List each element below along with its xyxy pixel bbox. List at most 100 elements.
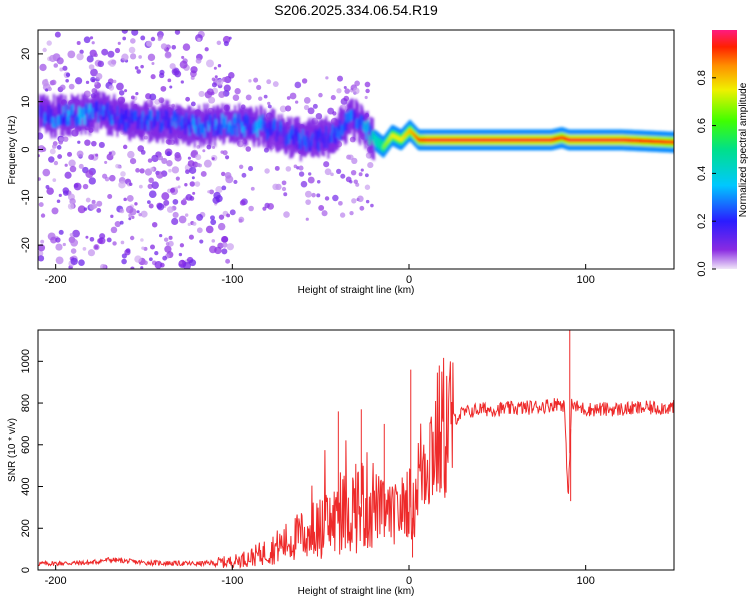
spectrogram-ridge-halo — [103, 92, 106, 124]
spectrogram-ridge-core — [314, 128, 317, 140]
spectrogram-noise-cell — [182, 198, 187, 202]
spectrogram-noise-cell — [184, 183, 188, 187]
spectrogram-ridge-peak — [414, 134, 417, 139]
spectrogram-noise-cell — [359, 205, 365, 211]
spectrogram-ridge-peak — [482, 138, 485, 142]
spectrogram-noise-cell — [121, 53, 129, 61]
spectrogram-ridge-peak — [390, 133, 393, 138]
spectrogram-ridge-peak — [665, 140, 668, 144]
spectrogram-noise-cell — [165, 241, 170, 246]
spectrogram-ridge-core — [153, 116, 156, 127]
spectrogram-noise-cell — [154, 251, 159, 256]
spectrogram-ridge-halo — [195, 109, 198, 141]
spectrogram-ridge-halo — [222, 113, 225, 145]
spectrogram-ridge-halo — [144, 101, 146, 132]
spectrogram-ridge-peak — [404, 133, 407, 137]
spectrogram-noise-cell — [189, 259, 197, 267]
spectrogram-ridge-core — [182, 118, 185, 130]
spectrogram-noise-cell — [140, 149, 146, 155]
spectrogram-ridge-peak — [629, 138, 632, 143]
spectrogram-noise-cell — [113, 79, 117, 84]
spectrogram-noise-cell — [94, 81, 98, 85]
spectrogram-noise-cell — [72, 229, 80, 238]
spectrogram-noise-cell — [336, 168, 342, 174]
snr-y-tick-label: 200 — [20, 519, 32, 537]
spectrogram-ridge-halo — [84, 103, 87, 135]
spectrogram-ridge-halo — [356, 101, 358, 132]
spectrogram-ridge-halo — [96, 101, 99, 133]
spectrogram-noise-cell — [199, 239, 204, 244]
spectrogram-noise-cell — [57, 154, 63, 159]
spectrogram-ridge-peak — [510, 138, 513, 142]
spectrogram-ridge-core — [254, 120, 257, 131]
spectrogram-ridge-peak — [521, 138, 524, 142]
spectrogram-noise-cell — [177, 185, 181, 189]
spectrogram-noise-cell — [65, 79, 69, 83]
spectrogram-ridge-halo — [216, 105, 219, 137]
spectrogram-ridge-peak — [659, 139, 662, 144]
spectrogram-noise-cell — [248, 205, 254, 212]
spectrogram-noise-cell — [110, 226, 118, 234]
spectrogram-ridge-core — [87, 108, 90, 120]
spectrogram-ridge-peak — [409, 128, 411, 133]
spectrogram-noise-cell — [221, 76, 228, 83]
spectrogram-noise-cell — [303, 97, 311, 104]
spectrogram-noise-cell — [88, 154, 95, 161]
spectrogram-noise-cell — [55, 237, 61, 243]
spectrogram-ridge-core — [348, 109, 351, 121]
spectrogram-ridge-peak — [454, 138, 457, 142]
spectrogram-ridge-core — [47, 113, 50, 125]
spectrogram-ridge-halo — [270, 120, 273, 152]
spectrogram-ridge-peak — [571, 138, 574, 142]
spectrogram-ridge-core — [265, 129, 268, 141]
spectrogram-ridge-peak — [523, 138, 526, 142]
spectrogram-noise-cell — [129, 53, 137, 60]
spectrogram-noise-cell — [324, 168, 332, 176]
spectrogram-ridge-peak — [412, 131, 415, 136]
spectrogram-ridge-halo — [359, 114, 362, 146]
spectrogram-ridge-core — [207, 120, 210, 132]
spectrogram-ridge-peak — [651, 139, 654, 144]
spectrogram-ridge-core — [191, 114, 194, 125]
spectrogram-noise-cell — [129, 182, 133, 186]
spectrogram-noise-cell — [125, 205, 134, 214]
spectrogram-ridge-peak — [431, 138, 434, 142]
spectrogram-noise-cell — [56, 57, 64, 65]
spectrogram-ridge-core — [122, 120, 125, 132]
spectrogram-ridge-core — [361, 119, 364, 131]
spectrogram-ridge-halo — [155, 111, 158, 143]
spectrogram-ridge-core — [278, 121, 281, 132]
spectrogram-ridge-core — [309, 141, 312, 152]
spectrogram-noise-cell — [325, 76, 329, 80]
spectrogram-noise-cell — [45, 185, 50, 189]
spectrogram-noise-cell — [364, 81, 371, 88]
spectrogram-ridge-core — [245, 119, 248, 131]
spectrogram-ridge-peak — [573, 138, 576, 142]
spectrogram-noise-cell — [50, 79, 57, 86]
spectrogram-ridge-core — [41, 108, 44, 120]
snr-series — [38, 330, 674, 570]
spectrogram-noise-cell — [163, 199, 170, 206]
spectrogram-ridge-core — [124, 121, 127, 133]
spectrogram-ridge-halo — [133, 107, 136, 139]
spectrogram-ridge-peak — [586, 138, 589, 142]
spectrogram-noise-cell — [51, 207, 59, 215]
spectrogram-ridge-halo — [117, 100, 120, 132]
spectrogram-ridge-core — [363, 121, 366, 132]
spectrogram-noise-cell — [50, 236, 57, 244]
spectrogram-noise-cell — [352, 87, 360, 95]
spectrogram-ridge-core — [174, 117, 177, 129]
spectrogram-ridge-core — [259, 118, 262, 130]
spectrogram-ridge-core — [316, 130, 319, 141]
spectrogram-ridge-core — [137, 116, 140, 127]
spectrogram-ridge-halo — [334, 117, 337, 149]
spectrogram-ridge-peak — [517, 138, 520, 142]
spectrogram-ridge-core — [356, 118, 358, 130]
spectrogram-noise-cell — [212, 146, 216, 150]
spectrogram-ridge-peak — [450, 138, 453, 142]
spectrogram-noise-cell — [87, 249, 96, 257]
spectrogram-noise-cell — [84, 139, 91, 146]
spectrogram-ridge-core — [140, 119, 143, 130]
spectrogram-ridge-core — [152, 117, 155, 129]
snr-frame — [37, 329, 675, 571]
